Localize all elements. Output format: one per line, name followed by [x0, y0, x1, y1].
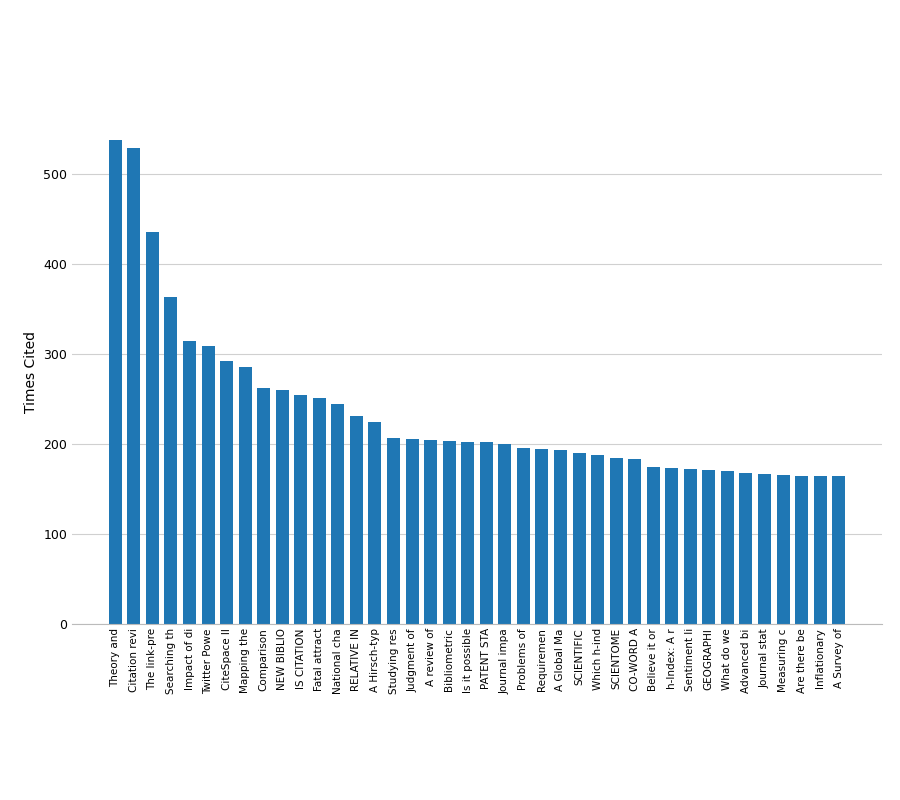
- Bar: [536, 450, 548, 624]
- Bar: [387, 438, 400, 624]
- Bar: [499, 444, 511, 624]
- Bar: [609, 458, 623, 624]
- Bar: [128, 148, 140, 624]
- Bar: [517, 448, 530, 624]
- Bar: [183, 341, 196, 624]
- Bar: [313, 398, 326, 624]
- Bar: [202, 346, 214, 624]
- Bar: [702, 470, 716, 624]
- Bar: [480, 442, 493, 624]
- Bar: [628, 459, 641, 624]
- Bar: [777, 474, 789, 624]
- Bar: [257, 388, 270, 624]
- Bar: [406, 438, 419, 624]
- Bar: [795, 475, 808, 624]
- Bar: [665, 468, 679, 624]
- Bar: [165, 298, 177, 624]
- Bar: [554, 450, 567, 624]
- Bar: [424, 440, 437, 624]
- Bar: [109, 140, 122, 624]
- Y-axis label: Times Cited: Times Cited: [23, 331, 38, 413]
- Bar: [684, 469, 697, 624]
- Bar: [350, 416, 363, 624]
- Bar: [572, 453, 586, 624]
- Bar: [814, 475, 826, 624]
- Bar: [721, 471, 734, 624]
- Bar: [832, 477, 845, 624]
- Bar: [368, 422, 382, 624]
- Bar: [591, 454, 604, 624]
- Bar: [294, 395, 307, 624]
- Bar: [146, 232, 159, 624]
- Bar: [461, 442, 474, 624]
- Bar: [238, 366, 252, 624]
- Bar: [443, 442, 455, 624]
- Bar: [740, 473, 752, 624]
- Bar: [220, 362, 233, 624]
- Bar: [647, 467, 660, 624]
- Bar: [275, 390, 289, 624]
- Bar: [331, 405, 345, 624]
- Bar: [758, 474, 771, 624]
